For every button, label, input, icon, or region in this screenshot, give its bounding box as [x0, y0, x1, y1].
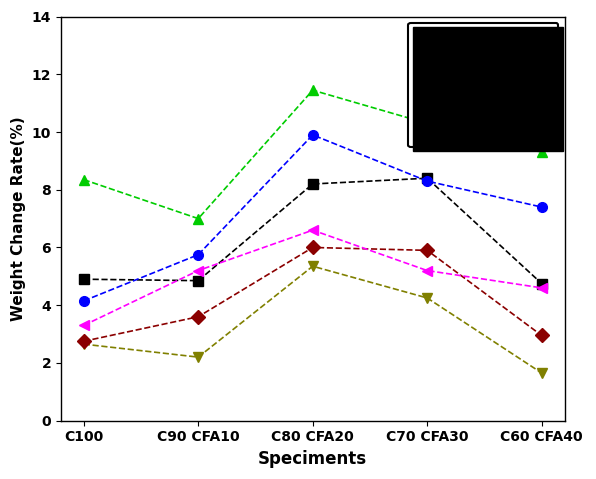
7Day(+7Day): [195, 314, 202, 319]
3Day: [538, 281, 545, 286]
3Day(+7Day): [424, 295, 431, 301]
7Day(+7Day): [538, 332, 545, 338]
28Day(+7Day): [538, 285, 545, 291]
Line: 7Day: 7Day: [79, 130, 547, 306]
Line: 28Day(+7Day): 28Day(+7Day): [79, 225, 547, 330]
28Day: [538, 149, 545, 155]
28Day(+7Day): [309, 227, 316, 233]
Line: 3Day(+7Day): 3Day(+7Day): [79, 262, 547, 378]
28Day(+7Day): [80, 322, 88, 328]
7Day: [424, 178, 431, 184]
28Day(+7Day): [195, 268, 202, 274]
3Day: [195, 278, 202, 284]
3Day(+7Day): [80, 341, 88, 347]
28Day: [195, 216, 202, 221]
3Day: [424, 175, 431, 181]
7Day: [80, 298, 88, 304]
7Day(+7Day): [80, 338, 88, 344]
Line: 28Day: 28Day: [79, 85, 547, 224]
7Day: [309, 132, 316, 138]
3Day(+7Day): [309, 263, 316, 269]
3Day(+7Day): [195, 354, 202, 360]
Legend: 3Day, 7Day, 28Day, 3Day(+7Day), 7Day(+7Day), 28Day(+7Day): 3Day, 7Day, 28Day, 3Day(+7Day), 7Day(+7D…: [408, 23, 558, 147]
3Day: [309, 181, 316, 187]
Line: 3Day: 3Day: [79, 173, 547, 288]
28Day: [424, 121, 431, 126]
X-axis label: Speciments: Speciments: [258, 450, 367, 468]
Y-axis label: Weight Change Rate(%): Weight Change Rate(%): [11, 116, 26, 321]
7Day(+7Day): [424, 248, 431, 253]
Line: 7Day(+7Day): 7Day(+7Day): [79, 242, 547, 346]
3Day: [80, 276, 88, 282]
28Day: [309, 87, 316, 93]
3Day(+7Day): [538, 370, 545, 376]
7Day: [195, 252, 202, 258]
7Day(+7Day): [309, 245, 316, 251]
7Day: [538, 204, 545, 210]
28Day: [80, 177, 88, 182]
28Day(+7Day): [424, 268, 431, 274]
